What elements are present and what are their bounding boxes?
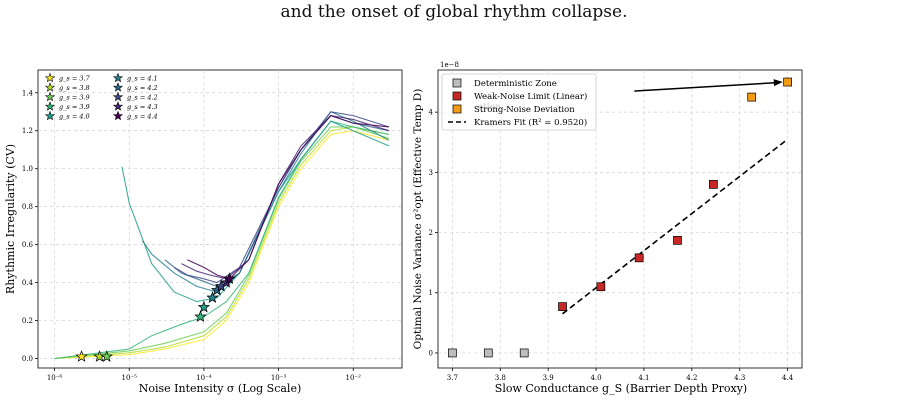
right-legend: Deterministic Zone Weak-Noise Limit (Line… xyxy=(441,73,597,131)
legend-entry-label: g_s = 4.2 xyxy=(127,94,158,102)
left-star-markers xyxy=(75,272,236,362)
arrow-shaft xyxy=(634,81,777,92)
legend-star-icon xyxy=(44,82,56,92)
legend-entry-label: Strong-Noise Deviation xyxy=(474,105,575,115)
legend-square-icon xyxy=(452,91,462,101)
legend-entry-label: g_s = 4.2 xyxy=(127,84,158,92)
legend-entry-label: Deterministic Zone xyxy=(474,79,557,89)
series-line xyxy=(187,114,389,280)
right-x-tick-label: 3.7 xyxy=(447,374,458,382)
right-x-axis-label: Slow Conductance g_S (Barrier Depth Prox… xyxy=(495,382,747,395)
left-x-ticks: 10⁻⁶ 10⁻⁵ 10⁻⁴ 10⁻³ 10⁻² xyxy=(47,368,361,382)
data-square-marker xyxy=(558,302,567,311)
legend-star-icon xyxy=(44,91,56,102)
legend-star-icon xyxy=(112,110,124,121)
cv-vs-noise-panel: 10⁻⁶ 10⁻⁵ 10⁻⁴ 10⁻³ 10⁻² 0.0 0.2 0.4 0.6 0.8 1.0 1… xyxy=(4,69,403,395)
legend-star-icon xyxy=(44,101,56,111)
series-line xyxy=(173,111,390,284)
left-y-tick-label: 0.2 xyxy=(22,317,33,325)
left-y-tick-label: 1.0 xyxy=(22,165,33,173)
annotation-arrow xyxy=(634,79,783,92)
optimum-star-marker xyxy=(75,350,88,362)
data-square-marker xyxy=(783,77,792,87)
right-x-tick-label: 4.4 xyxy=(782,374,794,382)
right-x-tick-label: 3.9 xyxy=(543,374,554,382)
data-square-marker xyxy=(709,180,718,189)
data-square-marker xyxy=(483,348,493,358)
left-y-tick-label: 1.4 xyxy=(22,89,34,97)
left-x-tick-label: 10⁻⁴ xyxy=(196,374,212,382)
legend-entry-label: g_s = 4.3 xyxy=(127,103,158,111)
left-x-tick-label: 10⁻³ xyxy=(271,374,287,382)
left-series-lines xyxy=(54,111,390,360)
right-x-ticks: 3.7 3.8 3.9 4.0 4.1 4.2 4.3 4.4 xyxy=(447,368,794,382)
data-square-marker xyxy=(673,236,682,245)
legend-entry-label: g_s = 4.0 xyxy=(59,113,90,121)
legend-entry-label: Weak-Noise Limit (Linear) xyxy=(474,91,587,102)
legend-entry-label: g_s = 4.4 xyxy=(127,113,158,121)
left-y-axis-label: Rhythmic Irregularity (CV) xyxy=(4,144,17,294)
left-y-tick-label: 0.8 xyxy=(22,203,33,211)
optimum-star-marker xyxy=(206,291,219,303)
series-line xyxy=(54,126,390,360)
left-y-tick-label: 0.6 xyxy=(22,241,34,249)
right-x-tick-label: 4.0 xyxy=(590,374,601,382)
right-y-tick-label: 2 xyxy=(429,229,433,237)
right-y-axis-label: Optimal Noise Variance σ²opt (Effective … xyxy=(412,89,424,350)
left-y-tick-label: 1.2 xyxy=(22,127,33,135)
data-square-marker xyxy=(448,348,457,358)
legend-star-icon xyxy=(112,82,124,92)
optimum-star-marker xyxy=(223,272,236,284)
figure-caption: and the onset of global rhythm collapse. xyxy=(280,2,628,22)
right-x-tick-label: 4.2 xyxy=(686,374,697,382)
right-y-tick-label: 0 xyxy=(429,349,433,357)
left-legend: g_s = 3.7g_s = 3.8 g_s = 3.9g_s = 3.9 g_s … xyxy=(44,72,158,121)
left-grid xyxy=(38,70,402,368)
legend-entry-label: g_s = 4.1 xyxy=(127,75,158,83)
legend-entry-label: g_s = 3.9 xyxy=(59,103,90,111)
legend-entry-label: Kramers Fit (R² = 0.9520) xyxy=(474,117,587,128)
legend-entry-label: g_s = 3.7 xyxy=(59,75,91,83)
left-y-tick-label: 0.4 xyxy=(22,279,34,287)
legend-star-icon xyxy=(112,101,124,111)
right-x-tick-label: 4.3 xyxy=(734,374,745,382)
left-y-ticks: 0.0 0.2 0.4 0.6 0.8 1.0 1.2 1.4 xyxy=(22,89,38,363)
optimum-star-marker xyxy=(194,310,207,322)
legend-square-icon xyxy=(452,78,462,88)
optimum-star-marker xyxy=(197,300,211,313)
right-y-tick-label: 4 xyxy=(429,109,434,117)
left-x-tick-label: 10⁻² xyxy=(346,374,362,382)
data-square-marker xyxy=(596,282,606,292)
left-x-axis-label: Noise Intensity σ (Log Scale) xyxy=(139,382,302,395)
data-square-marker xyxy=(519,348,529,358)
right-y-tick-label: 3 xyxy=(429,169,433,177)
series-line xyxy=(54,120,390,360)
right-x-tick-label: 3.8 xyxy=(495,374,506,382)
optimum-star-marker xyxy=(100,350,113,362)
data-square-marker xyxy=(634,253,644,263)
legend-star-icon xyxy=(112,72,124,83)
left-x-tick-label: 10⁻⁶ xyxy=(47,374,63,382)
right-x-tick-label: 4.1 xyxy=(638,374,649,382)
right-square-markers xyxy=(448,77,792,358)
right-y-ticks: 0 1 2 3 4 xyxy=(429,109,438,357)
data-square-marker xyxy=(747,92,757,102)
legend-entry-label: g_s = 3.8 xyxy=(59,84,90,92)
arrow-head xyxy=(773,79,783,87)
left-x-tick-label: 10⁻⁵ xyxy=(122,374,138,382)
y-offset-text: 1e−8 xyxy=(440,61,459,69)
legend-entry-label: g_s = 3.9 xyxy=(59,94,90,102)
series-line xyxy=(54,130,390,360)
legend-star-icon xyxy=(44,72,56,83)
legend-square-icon xyxy=(452,104,462,114)
series-line xyxy=(54,126,390,360)
legend-star-icon xyxy=(44,110,56,121)
legend-star-icon xyxy=(112,91,124,102)
left-y-tick-label: 0.0 xyxy=(22,355,33,363)
right-y-tick-label: 1 xyxy=(429,289,433,297)
legend-box xyxy=(441,73,597,131)
